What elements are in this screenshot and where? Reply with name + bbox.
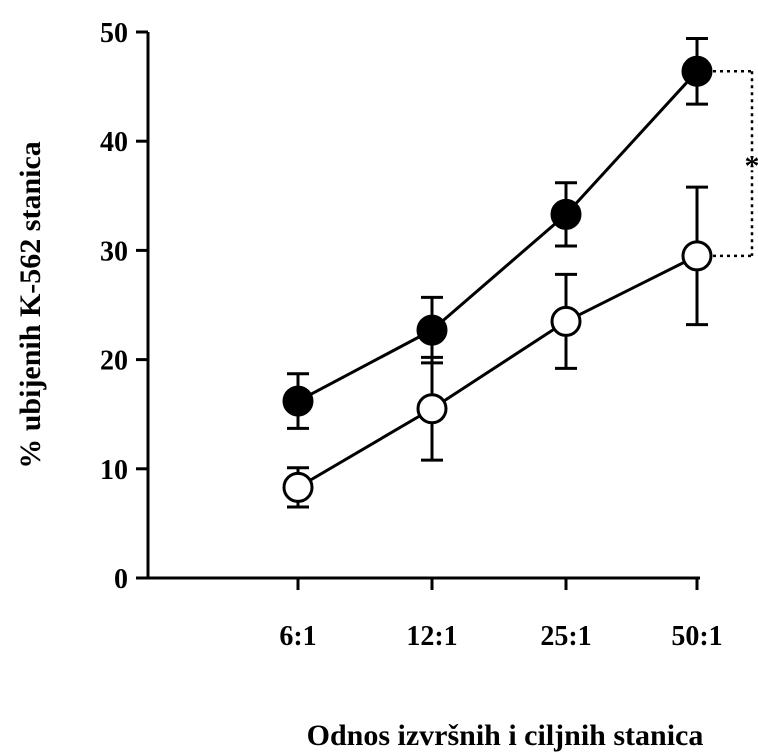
- data-point-open: [550, 305, 582, 337]
- significance-star: *: [745, 150, 758, 183]
- plot-area: 0 10 20 30 40 50 6:1 12:1 25:1 50:1 *: [100, 18, 758, 652]
- data-point-open: [681, 240, 713, 272]
- y-tick-label: 30: [100, 236, 128, 267]
- data-point-open: [416, 393, 448, 425]
- data-point-filled: [282, 385, 314, 417]
- y-tick-label: 50: [100, 18, 128, 49]
- y-tick-label: 10: [100, 455, 128, 486]
- x-axis-title: Odnos izvršnih i ciljnih stanica: [307, 719, 704, 752]
- y-tick-label: 20: [100, 346, 128, 377]
- x-tick-label: 25:1: [540, 621, 591, 652]
- data-point-filled: [550, 198, 582, 230]
- series-line-open: [297, 254, 698, 489]
- series-line-filled: [297, 70, 699, 403]
- x-tick-label: 12:1: [406, 621, 457, 652]
- y-axis-title: % ubijenih K-562 stanica: [14, 141, 47, 469]
- y-tick-label: 0: [114, 564, 128, 595]
- data-point-filled: [681, 55, 713, 87]
- data-point-filled: [416, 314, 448, 346]
- data-point-open: [282, 471, 314, 503]
- y-tick-label: 40: [100, 127, 128, 158]
- x-tick-label: 50:1: [671, 621, 722, 652]
- x-tick-label: 6:1: [279, 621, 316, 652]
